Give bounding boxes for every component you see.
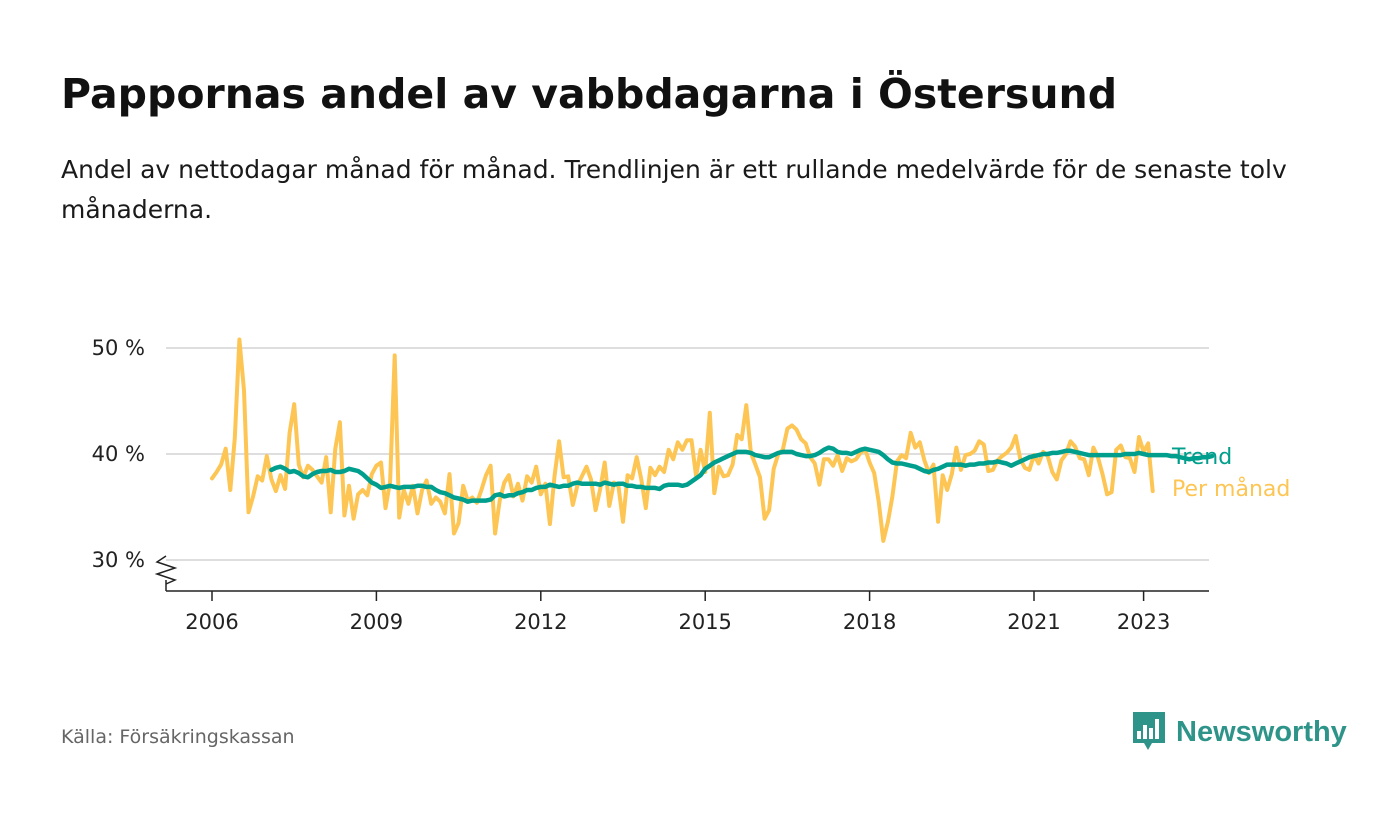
legend-trend-label: Trend (1171, 445, 1232, 470)
x-tick-label: 2015 (678, 610, 731, 634)
brand-name: Newsworthy (1176, 715, 1347, 748)
series-line-per-manad (210, 337, 1155, 543)
x-tick-label: 2018 (843, 610, 896, 634)
axis-break-icon (154, 555, 178, 585)
x-tick-label: 2006 (185, 610, 238, 634)
x-tick-label: 2012 (514, 610, 567, 634)
newsworthy-logo-icon (1133, 712, 1165, 750)
y-tick-label: 50 % (92, 336, 145, 360)
chart-title: Pappornas andel av vabbdagarna i Östersu… (61, 70, 1118, 118)
x-tick-label: 2023 (1117, 610, 1170, 634)
legend-per-manad-label: Per månad (1172, 476, 1290, 502)
source-note: Källa: Försäkringskassan (61, 726, 295, 748)
x-tick-label: 2021 (1007, 610, 1060, 634)
y-tick-label: 40 % (92, 442, 145, 466)
brand-logo: Newsworthy (1132, 712, 1347, 752)
chart-subtitle: Andel av nettodagar månad för månad. Tre… (61, 155, 1287, 224)
y-tick-label: 30 % (92, 548, 145, 572)
x-tick-label: 2009 (350, 610, 403, 634)
series-line-trend (269, 445, 1215, 504)
